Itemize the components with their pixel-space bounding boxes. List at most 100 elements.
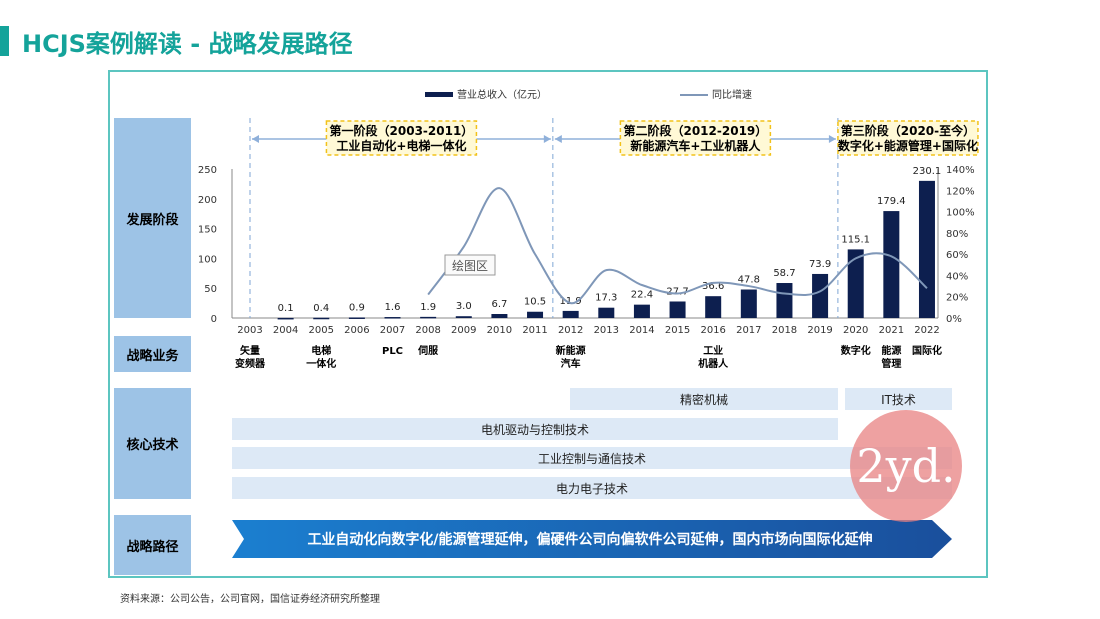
x-tick: 2012 — [558, 325, 583, 336]
revenue-bar — [740, 289, 757, 318]
y-right-tick: 80% — [946, 229, 968, 240]
x-tick: 2009 — [451, 325, 476, 336]
revenue-bar — [455, 316, 472, 318]
y-left-tick: 200 — [198, 195, 217, 206]
bar-value-label: 47.8 — [738, 275, 760, 286]
business-line2: 机器人 — [698, 359, 729, 370]
business-label: 矢量 变频器 — [225, 345, 275, 371]
revenue-bar — [705, 296, 722, 318]
phase-box — [619, 120, 772, 156]
revenue-bar — [384, 317, 401, 319]
y-right-tick: 20% — [946, 293, 968, 304]
business-line1: 数字化 — [840, 346, 871, 357]
x-tick: 2020 — [843, 325, 868, 336]
bar-value-label: 27.7 — [666, 286, 688, 297]
bar-value-label: 179.4 — [877, 196, 906, 207]
phase-theme: 数字化+能源管理+国际化 — [838, 138, 978, 153]
business-label: 能源 管理 — [866, 345, 916, 371]
business-line1: 电梯 — [311, 346, 332, 357]
plot-area-label: 绘图区 — [452, 258, 488, 273]
business-line1: 伺服 — [418, 346, 439, 357]
revenue-bar — [918, 180, 935, 318]
phase-theme: 工业自动化+电梯一体化 — [336, 138, 466, 153]
x-tick: 2018 — [772, 325, 797, 336]
tech-precision-machinery: 精密机械 — [570, 388, 838, 410]
x-tick: 2006 — [344, 325, 369, 336]
arrowhead-icon — [554, 135, 562, 143]
revenue-bar — [883, 211, 900, 318]
business-line1: 新能源 — [555, 346, 586, 357]
row-label-business: 战略业务 — [114, 336, 191, 372]
strategy-path-text: 工业自动化向数字化/能源管理延伸，偏硬件公司向偏软件公司延伸，国内市场向国际化延… — [307, 532, 873, 548]
x-tick: 2014 — [629, 325, 654, 336]
plot-area-tooltip — [444, 254, 496, 276]
revenue-bar — [348, 317, 365, 319]
revenue-bar — [420, 316, 437, 319]
bar-value-label: 11.9 — [560, 296, 582, 307]
y-left-tick: 100 — [198, 254, 217, 265]
bar-value-label: 17.3 — [595, 293, 617, 304]
bar-value-label: 230.1 — [913, 166, 942, 177]
phase-theme: 新能源汽车+工业机器人 — [630, 138, 761, 153]
business-label: 伺服 — [403, 345, 453, 358]
y-right-tick: 100% — [946, 208, 975, 219]
x-tick: 2004 — [273, 325, 298, 336]
row-label-path: 战略路径 — [114, 515, 191, 575]
bar-value-label: 1.9 — [420, 302, 436, 313]
business-line1: 国际化 — [911, 346, 942, 357]
tech-power-electronics: 电力电子技术 — [232, 477, 952, 499]
revenue-bar — [847, 249, 864, 318]
bar-value-label: 115.1 — [841, 234, 870, 245]
x-tick: 2021 — [879, 325, 904, 336]
business-line2: 汽车 — [560, 359, 581, 370]
arrowhead-icon — [828, 135, 836, 143]
business-line1: 工业 — [703, 346, 724, 357]
business-line2: 变频器 — [235, 359, 265, 370]
row-label-tech: 核心技术 — [114, 388, 191, 499]
revenue-bar — [812, 273, 829, 318]
tech-it: IT技术 — [845, 388, 952, 410]
y-left-tick: 0 — [211, 314, 217, 325]
watermark-logo: 2yd. — [850, 410, 962, 522]
business-label: PLC — [368, 345, 418, 358]
phase-box — [325, 120, 478, 156]
bar-value-label: 6.7 — [491, 299, 507, 310]
x-tick: 2007 — [380, 325, 405, 336]
x-tick: 2005 — [309, 325, 334, 336]
x-tick: 2010 — [487, 325, 512, 336]
page-title: HCJS案例解读 - 战略发展路径 — [22, 30, 353, 58]
y-right-tick: 140% — [946, 165, 975, 176]
arrowhead-icon — [543, 135, 551, 143]
bar-value-label: 0.4 — [313, 303, 329, 314]
bar-value-label: 10.5 — [524, 297, 546, 308]
tech-motor-drive: 电机驱动与控制技术 — [232, 418, 838, 440]
business-label: 新能源 汽车 — [546, 345, 596, 371]
bar-value-label: 0.1 — [278, 303, 294, 314]
arrowhead-icon — [252, 135, 259, 143]
growth-line — [427, 187, 928, 305]
bar-value-label: 73.9 — [809, 259, 831, 270]
x-tick: 2013 — [594, 325, 619, 336]
business-line1: 矢量 — [240, 346, 260, 357]
y-left-tick: 250 — [198, 165, 217, 176]
x-tick: 2003 — [237, 325, 262, 336]
bar-value-label: 1.6 — [385, 302, 401, 313]
y-right-tick: 0% — [946, 314, 962, 325]
y-right-tick: 120% — [946, 186, 975, 197]
x-tick: 2019 — [807, 325, 832, 336]
business-label: 国际化 — [902, 345, 952, 358]
bar-value-label: 0.9 — [349, 302, 365, 313]
revenue-bar — [598, 307, 615, 318]
row-label-stage: 发展阶段 — [114, 118, 191, 318]
business-line1: 能源 — [881, 346, 902, 357]
revenue-bar — [562, 310, 579, 318]
y-right-tick: 40% — [946, 271, 968, 282]
revenue-bar — [277, 317, 294, 320]
business-line2: 一体化 — [306, 359, 337, 370]
phase-title: 第一阶段（2003-2011） — [330, 123, 474, 138]
legend-growth: 同比增速 — [712, 88, 752, 101]
bar-value-label: 36.6 — [702, 281, 724, 292]
revenue-bar — [313, 317, 330, 320]
revenue-bar — [633, 304, 650, 318]
business-label: 工业 机器人 — [688, 345, 738, 371]
